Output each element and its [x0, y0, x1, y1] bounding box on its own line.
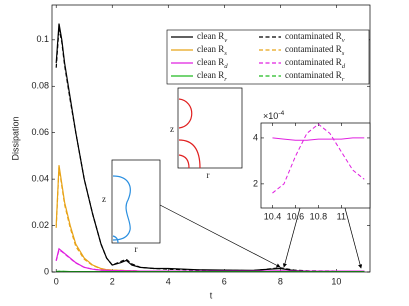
- legend-label: clean Rr: [197, 70, 227, 83]
- y-tick-label: 0: [44, 266, 49, 276]
- series-line: [272, 123, 365, 194]
- interface-curve: [178, 154, 190, 169]
- legend-label: clean Rd: [197, 57, 228, 70]
- x-axis-label: t: [210, 290, 213, 300]
- interface-curve: [178, 139, 201, 169]
- series-line: [55, 247, 365, 272]
- legend-label: clean Rv: [197, 31, 227, 44]
- schematic-blue: z r: [102, 159, 161, 254]
- y-exponent-label: ×10-4: [263, 110, 285, 121]
- x-tick-label: 8: [278, 276, 283, 286]
- x-tick-label: 6: [222, 276, 227, 286]
- x-tick-label: 4: [166, 276, 171, 286]
- schematic-xlabel: r: [135, 244, 138, 254]
- legend-label: clean Rs: [197, 44, 227, 57]
- x-tick-label: 10: [331, 276, 341, 286]
- y-tick-label: 2: [253, 178, 258, 188]
- arrow: [282, 207, 301, 268]
- schematic-ylabel: z: [170, 124, 174, 134]
- interface-curve: [178, 98, 193, 129]
- x-tick-label: 2: [110, 276, 115, 286]
- interface-curve: [112, 235, 119, 244]
- schematic-red: z r: [170, 87, 243, 180]
- x-tick-label: 10.4: [264, 211, 282, 221]
- series-line: [55, 23, 365, 272]
- y-tick-label: 0.04: [31, 174, 49, 184]
- x-tick-label: 10.8: [310, 211, 328, 221]
- x-tick-label: 10.6: [287, 211, 305, 221]
- y-tick-label: 0.08: [31, 81, 49, 91]
- y-axis-label: Dissipation: [10, 116, 20, 160]
- x-tick-label: 0: [54, 276, 59, 286]
- legend-label: contaminated Rr: [285, 70, 345, 83]
- interface-curve: [112, 175, 131, 241]
- schematic-box: [177, 87, 243, 169]
- legend-label: contaminated Rd: [285, 57, 346, 70]
- y-tick-label: 0.06: [31, 127, 49, 137]
- series-line: [272, 137, 365, 141]
- y-tick-label: 0.1: [36, 34, 49, 44]
- axes-frame: [260, 122, 371, 209]
- arrow: [344, 207, 363, 269]
- legend-box: [166, 29, 370, 85]
- x-tick-label: 11: [337, 211, 346, 221]
- plot-area: [261, 123, 370, 208]
- y-tick-label: 0.02: [31, 220, 49, 230]
- legend-label: contaminated Rv: [285, 31, 345, 44]
- arrow: [159, 204, 281, 268]
- schematic-ylabel: z: [102, 194, 106, 204]
- series-line: [55, 28, 365, 272]
- y-tick-label: 4: [253, 132, 258, 142]
- inset-chart: 10.4 10.6 10.8 11 2 4 ×10-4: [253, 110, 371, 221]
- legend-label: contaminated Rs: [285, 44, 345, 57]
- schematic-box: [111, 159, 161, 244]
- schematic-xlabel: r: [207, 170, 210, 180]
